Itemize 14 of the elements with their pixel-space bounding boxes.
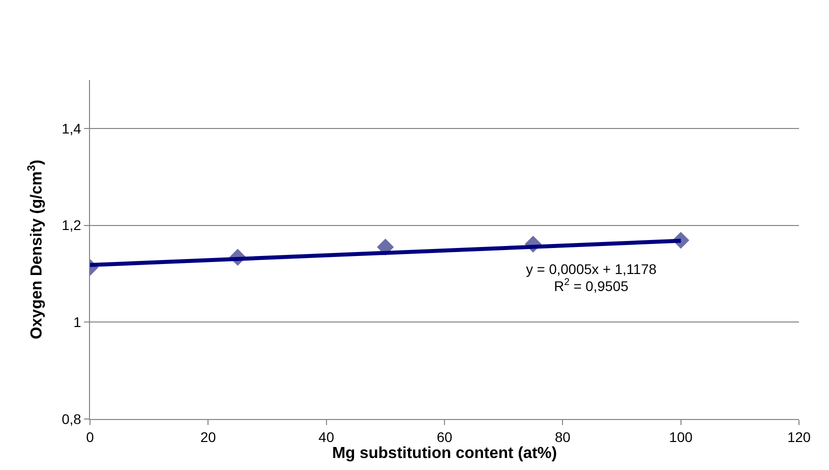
x-tick-label: 120 bbox=[787, 428, 811, 445]
x-tick-label: 20 bbox=[200, 428, 216, 445]
x-tick-label: 100 bbox=[669, 428, 693, 445]
x-tick-label: 80 bbox=[554, 428, 571, 445]
annotation: R$^{2}$ = 0,9505 bbox=[554, 277, 629, 294]
y-tick-label: 1 bbox=[73, 314, 82, 330]
y-tick-label: 0,8 bbox=[62, 410, 82, 427]
annotation: y = 0,0005x + 1,1178 bbox=[526, 261, 657, 277]
x-tick-label: 60 bbox=[436, 428, 452, 445]
x-tick-label: 0 bbox=[86, 428, 94, 445]
x-axis-title: Mg substitution content (at%) bbox=[332, 444, 557, 462]
y-tick-label: 1,4 bbox=[62, 120, 82, 136]
y-tick-label: 1,2 bbox=[62, 217, 82, 234]
x-tick-label: 40 bbox=[318, 428, 334, 445]
